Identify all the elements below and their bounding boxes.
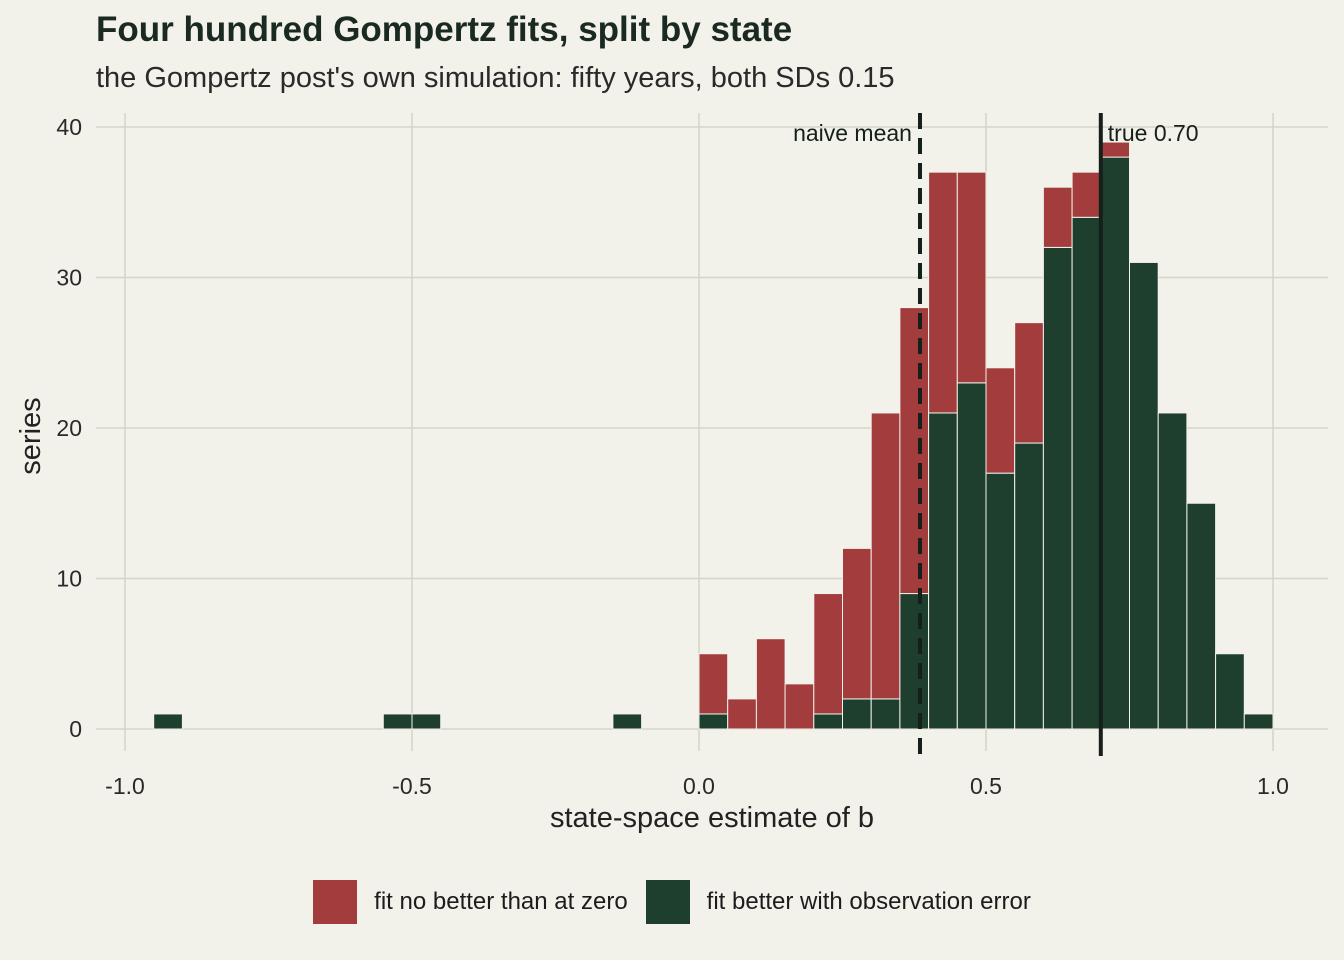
bar-good [1071,216,1102,730]
legend-swatch-good [645,880,690,924]
bar-good [382,713,413,730]
y-tick-label: 40 [56,114,82,140]
x-tick-label: 1.0 [1257,773,1289,799]
bar-good [153,713,183,730]
chart-title: Four hundred Gompertz fits, split by sta… [96,10,793,49]
y-tick-label: 30 [56,265,82,291]
x-tick-label: -1.0 [105,773,145,799]
chart-subtitle: the Gompertz post's own simulation: fift… [96,62,895,94]
bar-good [928,412,958,730]
x-axis-label: state-space estimate of b [550,802,874,834]
bar-bad [1071,171,1102,218]
bar-bad [899,307,930,595]
legend-item-good: fit better with observation error [645,880,1031,924]
bar-good [842,698,872,730]
bar-good [813,713,843,730]
y-tick-label: 0 [69,716,82,742]
bar-good [870,698,901,730]
bar-good [1215,653,1245,730]
bar-good [1100,156,1131,730]
legend-swatch-bad [313,880,358,924]
y-axis-label: series [15,397,47,474]
bar-bad [755,638,786,730]
bar-good [411,713,442,730]
bar-good [956,382,987,730]
legend-label-good: fit better with observation error [706,888,1031,915]
bars [153,141,1274,730]
bar-bad [784,683,815,730]
y-tick-label: 10 [56,566,82,592]
bar-bad [928,171,958,414]
reference-lines: naive mean true 0.70 [793,113,1199,756]
bar-bad [870,412,901,700]
bar-bad [698,653,729,715]
bar-good [899,593,930,730]
bar-good [1186,502,1217,730]
bar-bad [842,547,872,700]
bar-good [1157,412,1188,730]
legend-item-bad: fit no better than at zero [313,880,628,924]
bar-good [698,713,729,730]
bar-bad [985,367,1016,474]
legend-label-bad: fit no better than at zero [374,888,628,915]
bar-bad [1042,186,1073,248]
bar-bad [727,698,757,730]
bar-good [612,713,643,730]
bar-bad [1014,322,1044,444]
bar-good [1129,261,1159,730]
bar-good [1014,442,1044,730]
bar-good [1042,246,1073,730]
axes: -1.0 -0.5 0.0 0.5 1.0 0 10 20 30 40 state-space es… [15,114,1289,834]
true-value-label: true 0.70 [1108,120,1199,146]
y-tick-label: 20 [56,415,82,441]
x-tick-label: -0.5 [392,773,432,799]
x-tick-label: 0.0 [683,773,715,799]
bar-bad [956,171,987,384]
bar-good [985,472,1016,730]
legend: fit no better than at zero fit better wi… [0,880,1344,924]
x-tick-label: 0.5 [970,773,1002,799]
bar-good [1243,713,1274,730]
naive-mean-label: naive mean [793,120,912,146]
bar-bad [813,593,843,715]
